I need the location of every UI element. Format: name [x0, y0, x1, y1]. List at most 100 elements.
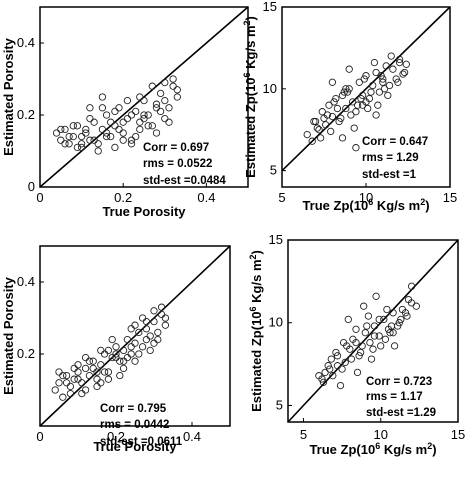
data-point [387, 52, 395, 60]
y-axis-label: Estimated Porosity [1, 276, 16, 395]
data-point [73, 143, 82, 152]
y-tick-label: 0.4 [17, 35, 35, 50]
data-point [111, 107, 119, 116]
data-point [380, 85, 389, 93]
data-point [107, 132, 115, 141]
stat-label: rms = 0.0442 [100, 419, 169, 431]
data-point [341, 358, 349, 367]
y-tick-label: 10 [263, 81, 277, 96]
data-point [86, 114, 94, 123]
y-tick-label: 5 [276, 397, 283, 412]
data-point [142, 317, 151, 326]
scatter-panel: 5 10 15 5 10 15 Corr = 0.647 rms = 1.29 std-est … [242, 0, 457, 213]
data-point [370, 58, 379, 67]
data-point [123, 353, 132, 362]
data-point [93, 375, 101, 383]
data-point [97, 379, 105, 387]
data-point [325, 101, 333, 109]
data-point [78, 379, 86, 387]
data-point [340, 88, 348, 96]
data-point [364, 312, 373, 320]
data-point [389, 329, 397, 337]
data-point [333, 104, 342, 113]
data-point [140, 96, 148, 105]
data-point [59, 393, 67, 401]
data-point [352, 325, 360, 333]
data-point [380, 315, 388, 324]
data-point [115, 104, 123, 112]
data-point [372, 292, 380, 300]
data-point [70, 375, 78, 383]
data-point [127, 140, 136, 148]
data-point [321, 368, 329, 377]
data-point [318, 375, 326, 383]
data-point [102, 129, 111, 137]
data-point [82, 129, 90, 137]
data-point [303, 130, 311, 139]
data-point [127, 111, 136, 119]
data-point [165, 118, 173, 126]
data-point [344, 315, 352, 324]
data-point [346, 345, 354, 353]
data-point [104, 346, 113, 355]
data-point [328, 78, 337, 86]
stat-label: std-est =1.29 [366, 407, 436, 419]
y-label-superscript: 6 [248, 306, 258, 311]
data-point [384, 91, 392, 100]
y-label-text: Kg/s m [249, 259, 264, 306]
data-point [310, 117, 318, 126]
data-point [115, 125, 123, 134]
x-label-superscript: 6 [368, 197, 373, 207]
data-point [161, 314, 170, 322]
y-label-text: ) [249, 250, 264, 254]
data-point [337, 114, 345, 122]
data-point [86, 104, 94, 112]
data-point [395, 58, 404, 67]
data-point [119, 357, 128, 365]
data-point [161, 78, 169, 87]
data-point [108, 335, 116, 344]
data-point [352, 144, 360, 152]
data-point [352, 108, 360, 116]
data-point [399, 70, 407, 78]
data-point [173, 93, 181, 101]
data-point [329, 372, 337, 380]
data-point [152, 104, 161, 112]
data-point [94, 140, 102, 148]
data-point [97, 346, 105, 355]
y-axis-label: Estimated Zp(106 Kg/s m2) [248, 250, 264, 412]
stat-label: rms = 1.29 [362, 152, 419, 164]
data-point [136, 125, 144, 134]
data-point [389, 309, 397, 317]
data-point [357, 94, 365, 103]
data-point [82, 125, 90, 134]
data-point [123, 114, 132, 123]
y-tick-label: 15 [263, 0, 277, 14]
data-point [112, 350, 120, 358]
x-tick-label: 0.2 [107, 429, 125, 444]
data-point [161, 96, 169, 105]
data-point [169, 75, 177, 83]
data-point [316, 134, 325, 142]
data-point [138, 343, 147, 351]
data-point [161, 114, 169, 123]
data-point [81, 353, 90, 362]
data-point [132, 107, 140, 116]
data-point [349, 335, 357, 343]
data-point [169, 82, 177, 90]
data-point [74, 368, 82, 376]
data-point [132, 132, 140, 141]
x-label-superscript: 2 [420, 197, 425, 207]
data-point [375, 88, 384, 96]
x-tick-label: 0 [36, 190, 43, 205]
data-point [156, 89, 165, 98]
data-point [119, 136, 127, 144]
data-point [348, 98, 357, 106]
data-point [142, 335, 151, 344]
data-point [369, 345, 377, 353]
data-point [173, 86, 181, 94]
stat-label: rms = 0.0522 [143, 158, 212, 170]
x-axis-label: True Zp(106 Kg/s m2) [302, 197, 429, 213]
data-point [165, 104, 173, 112]
